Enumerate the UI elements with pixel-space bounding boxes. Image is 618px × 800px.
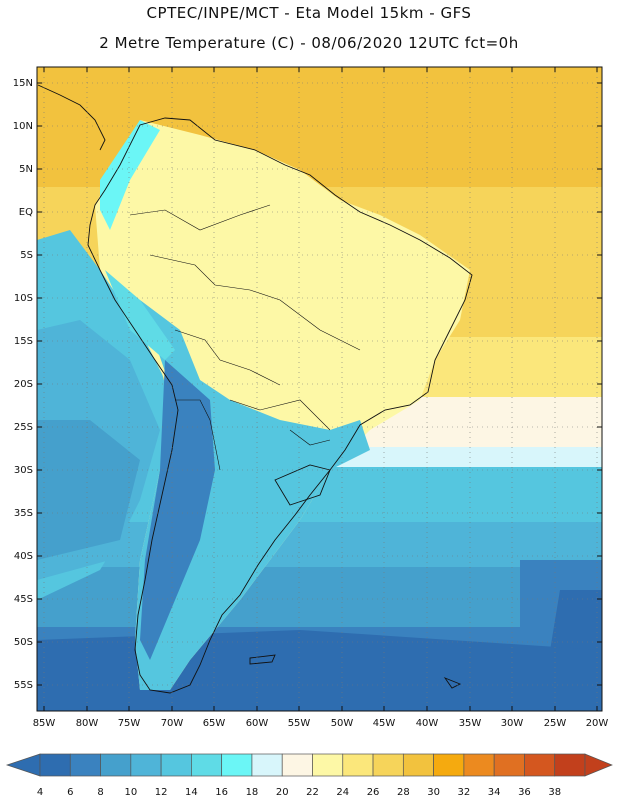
colorbar-swatch	[100, 753, 132, 777]
lon-label: 70W	[161, 718, 184, 729]
colorbar-label: 22	[306, 787, 319, 798]
colorbar-swatch	[372, 753, 404, 777]
lat-label: 55S	[14, 680, 33, 691]
colorbar-label: 10	[124, 787, 137, 798]
lon-label: 30W	[501, 718, 524, 729]
colorbar-label: 8	[97, 787, 103, 798]
lat-label: 35S	[14, 508, 33, 519]
lon-label: 85W	[33, 718, 56, 729]
lat-label: 50S	[14, 637, 33, 648]
lon-label: 50W	[331, 718, 354, 729]
colorbar-label: 16	[215, 787, 228, 798]
colorbar-swatch	[433, 753, 465, 777]
lat-label: 5N	[19, 164, 33, 175]
colorbar-swatch	[69, 753, 101, 777]
lon-label: 45W	[373, 718, 396, 729]
lon-label: 35W	[459, 718, 482, 729]
colorbar-swatch	[312, 753, 344, 777]
colorbar-swatch	[39, 753, 71, 777]
colorbar-label: 18	[246, 787, 259, 798]
lat-label: 30S	[14, 465, 33, 476]
axis-ticks	[37, 67, 602, 711]
colorbar-swatch	[130, 753, 162, 777]
lon-label: 40W	[416, 718, 439, 729]
lon-label: 60W	[246, 718, 269, 729]
colorbar-label: 14	[185, 787, 198, 798]
colorbar-label: 20	[276, 787, 289, 798]
colorbar-swatch	[221, 753, 253, 777]
lat-label: 10N	[13, 121, 33, 132]
colorbar-swatch	[160, 753, 192, 777]
colorbar-swatch	[554, 753, 586, 777]
colorbar-label: 28	[397, 787, 410, 798]
colorbar-swatch	[342, 753, 374, 777]
map-frame	[36, 66, 603, 712]
latitude-labels: 15N 10N 5N EQ 5S 10S 15S 20S 25S 30S 35S…	[13, 78, 33, 691]
lon-label: 55W	[288, 718, 311, 729]
colorbar-label: 30	[427, 787, 440, 798]
borders	[129, 204, 361, 471]
lon-label: 80W	[76, 718, 99, 729]
colorbar-swatch	[281, 753, 313, 777]
lon-label: 75W	[118, 718, 141, 729]
colorbar-swatch	[493, 753, 525, 777]
colorbar-label: 32	[458, 787, 471, 798]
colorbar-swatch	[524, 753, 556, 777]
colorbar-swatch	[191, 753, 223, 777]
colorbar-label: 34	[488, 787, 501, 798]
lat-label: 15S	[14, 336, 33, 347]
lat-label: 10S	[14, 293, 33, 304]
lat-label: 25S	[14, 422, 33, 433]
lat-label: 40S	[14, 551, 33, 562]
lat-label: 5S	[20, 250, 33, 261]
colorbar-label: 4	[37, 787, 43, 798]
colorbar-label: 38	[548, 787, 561, 798]
colorbar-swatch	[463, 753, 495, 777]
colorbar-label: 36	[518, 787, 531, 798]
lon-label: 65W	[203, 718, 226, 729]
lat-label: EQ	[19, 207, 33, 218]
lat-label: 45S	[14, 594, 33, 605]
graticule	[37, 67, 602, 711]
colorbar-label: 12	[155, 787, 168, 798]
colorbar-swatch	[402, 753, 434, 777]
lon-label: 25W	[544, 718, 567, 729]
lon-label: 20W	[586, 718, 609, 729]
longitude-labels: 85W 80W 75W 70W 65W 60W 55W 50W 45W 40W …	[33, 718, 609, 729]
colorbar-right-arrow	[584, 753, 613, 777]
lat-label: 15N	[13, 78, 33, 89]
chart-title-line2: 2 Metre Temperature (C) - 08/06/2020 12U…	[99, 34, 519, 52]
temperature-field	[37, 67, 602, 711]
colorbar-label: 24	[336, 787, 349, 798]
colorbar: 4 6 8 10 12 14 16 18 20 22 24 26 28 30 32 34 36 38	[5, 753, 613, 798]
colorbar-swatch	[251, 753, 283, 777]
lat-label: 20S	[14, 379, 33, 390]
colorbar-label: 6	[67, 787, 73, 798]
chart-title-line1: CPTEC/INPE/MCT - Eta Model 15km - GFS	[146, 4, 472, 22]
coastlines	[37, 84, 473, 694]
colorbar-label: 26	[367, 787, 380, 798]
colorbar-left-arrow	[5, 753, 41, 777]
